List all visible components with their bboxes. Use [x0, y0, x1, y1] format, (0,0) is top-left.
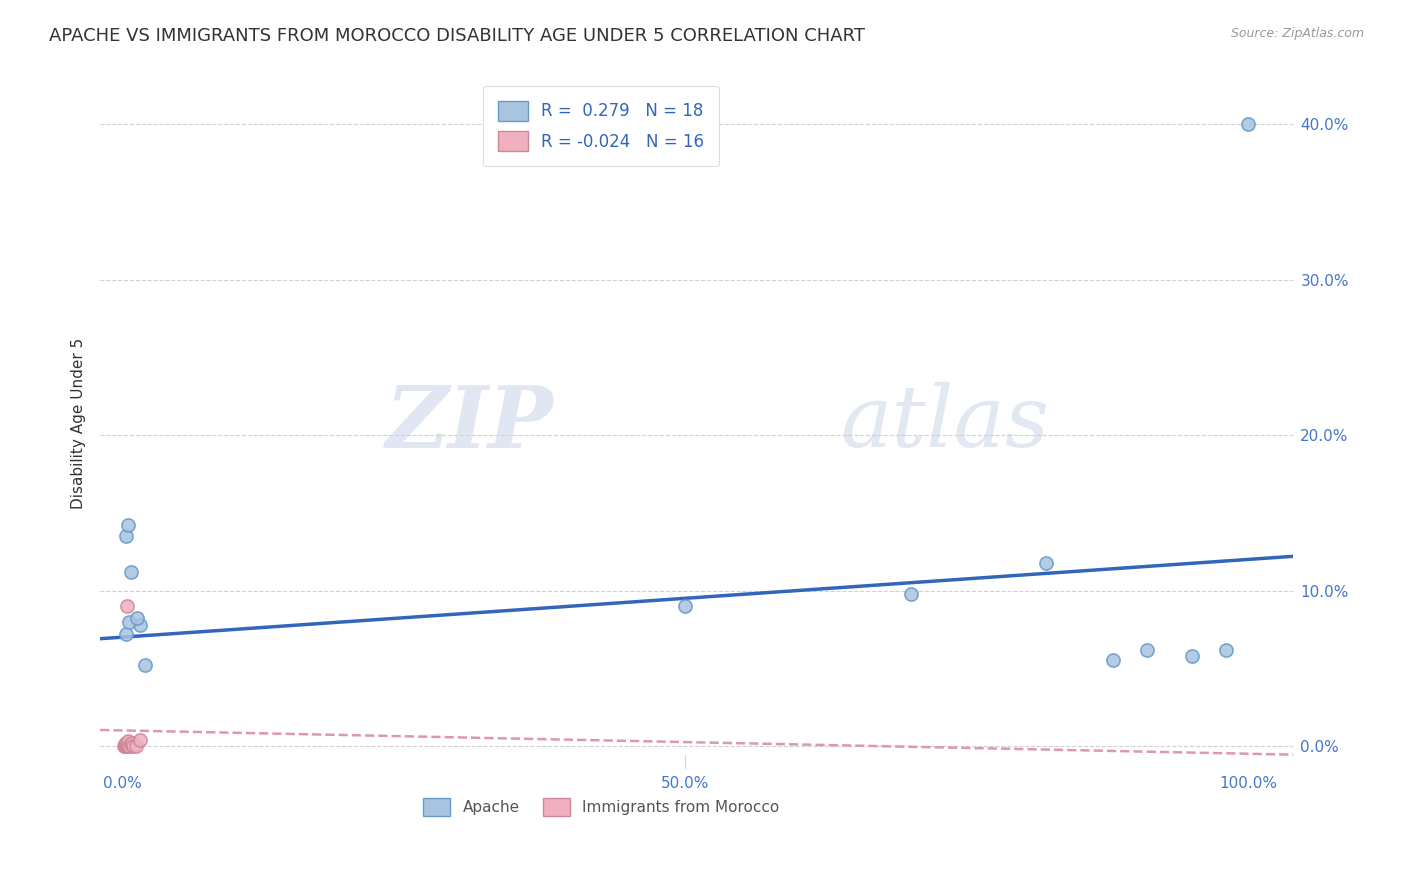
Point	[675, 599, 697, 613]
Point	[900, 586, 922, 600]
Text: Source: ZipAtlas.com: Source: ZipAtlas.com	[1230, 27, 1364, 40]
Point	[114, 739, 136, 753]
Point	[1181, 648, 1204, 663]
Point	[1136, 642, 1159, 657]
Point	[128, 617, 150, 632]
Point	[115, 599, 138, 613]
Text: ZIP: ZIP	[385, 382, 554, 465]
Point	[117, 734, 139, 748]
Point	[120, 738, 142, 752]
Point	[117, 739, 139, 753]
Point	[115, 738, 138, 752]
Point	[134, 658, 156, 673]
Point	[125, 739, 148, 753]
Point	[118, 739, 141, 753]
Point	[128, 732, 150, 747]
Point	[1102, 653, 1125, 667]
Point	[114, 738, 136, 752]
Point	[121, 739, 143, 753]
Legend: Apache, Immigrants from Morocco: Apache, Immigrants from Morocco	[415, 790, 787, 824]
Point	[117, 518, 139, 533]
Point	[118, 615, 141, 629]
Point	[120, 565, 142, 579]
Point	[115, 739, 138, 753]
Point	[115, 529, 138, 543]
Point	[115, 627, 138, 641]
Point	[115, 736, 138, 750]
Point	[121, 736, 143, 750]
Point	[1215, 642, 1237, 657]
Point	[1237, 117, 1260, 131]
Point	[115, 739, 138, 753]
Point	[112, 739, 135, 753]
Point	[127, 611, 149, 625]
Y-axis label: Disability Age Under 5: Disability Age Under 5	[72, 338, 86, 509]
Text: atlas: atlas	[839, 382, 1049, 465]
Text: APACHE VS IMMIGRANTS FROM MOROCCO DISABILITY AGE UNDER 5 CORRELATION CHART: APACHE VS IMMIGRANTS FROM MOROCCO DISABI…	[49, 27, 865, 45]
Point	[1035, 556, 1057, 570]
